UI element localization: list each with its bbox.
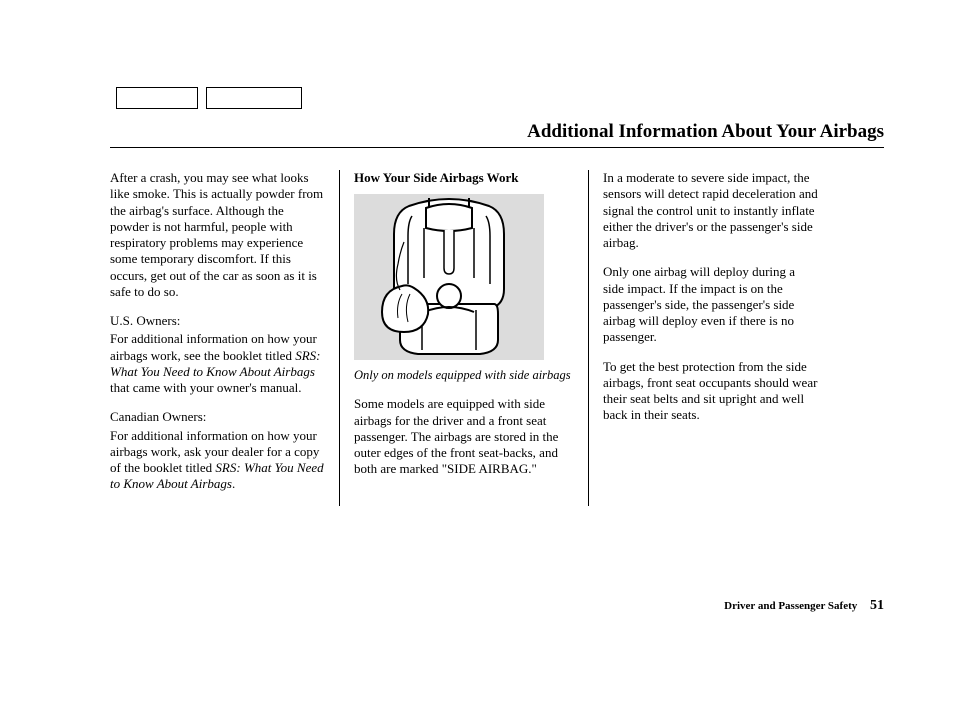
col1-ca-label: Canadian Owners: <box>110 409 325 425</box>
airbag-seat-illustration <box>354 194 544 360</box>
footer-section: Driver and Passenger Safety <box>724 600 857 612</box>
nav-placeholder-boxes <box>116 87 302 109</box>
page-title: Additional Information About Your Airbag… <box>110 121 884 143</box>
columns: After a crash, you may see what looks li… <box>110 170 884 506</box>
footer-page-number: 51 <box>870 598 884 613</box>
column-3: In a moderate to severe side impact, the… <box>589 170 818 506</box>
col2-caption: Only on models equipped with side airbag… <box>354 368 574 383</box>
col1-ca-text-b: . <box>232 476 235 491</box>
column-2: How Your Side Airbags Work <box>339 170 589 506</box>
col1-ca-text: For additional information on how your a… <box>110 428 325 493</box>
col2-para-1: Some models are equipped with side airba… <box>354 396 574 477</box>
col1-us-text-b: that came with your owner's manual. <box>110 380 302 395</box>
col1-us-label: U.S. Owners: <box>110 313 325 329</box>
seat-airbag-svg <box>354 194 544 360</box>
col1-para-1: After a crash, you may see what looks li… <box>110 170 325 300</box>
col2-subhead: How Your Side Airbags Work <box>354 170 574 186</box>
col1-us-text-a: For additional information on how your a… <box>110 331 317 362</box>
column-1: After a crash, you may see what looks li… <box>110 170 339 506</box>
title-bar: Additional Information About Your Airbag… <box>110 121 884 148</box>
footer: Driver and Passenger Safety 51 <box>724 598 884 614</box>
col3-para-3: To get the best protection from the side… <box>603 359 818 424</box>
page: Additional Information About Your Airbag… <box>0 0 954 710</box>
col3-para-1: In a moderate to severe side impact, the… <box>603 170 818 251</box>
nav-box-2[interactable] <box>206 87 302 109</box>
col3-para-2: Only one airbag will deploy during a sid… <box>603 264 818 345</box>
col1-us-text: For additional information on how your a… <box>110 331 325 396</box>
nav-box-1[interactable] <box>116 87 198 109</box>
